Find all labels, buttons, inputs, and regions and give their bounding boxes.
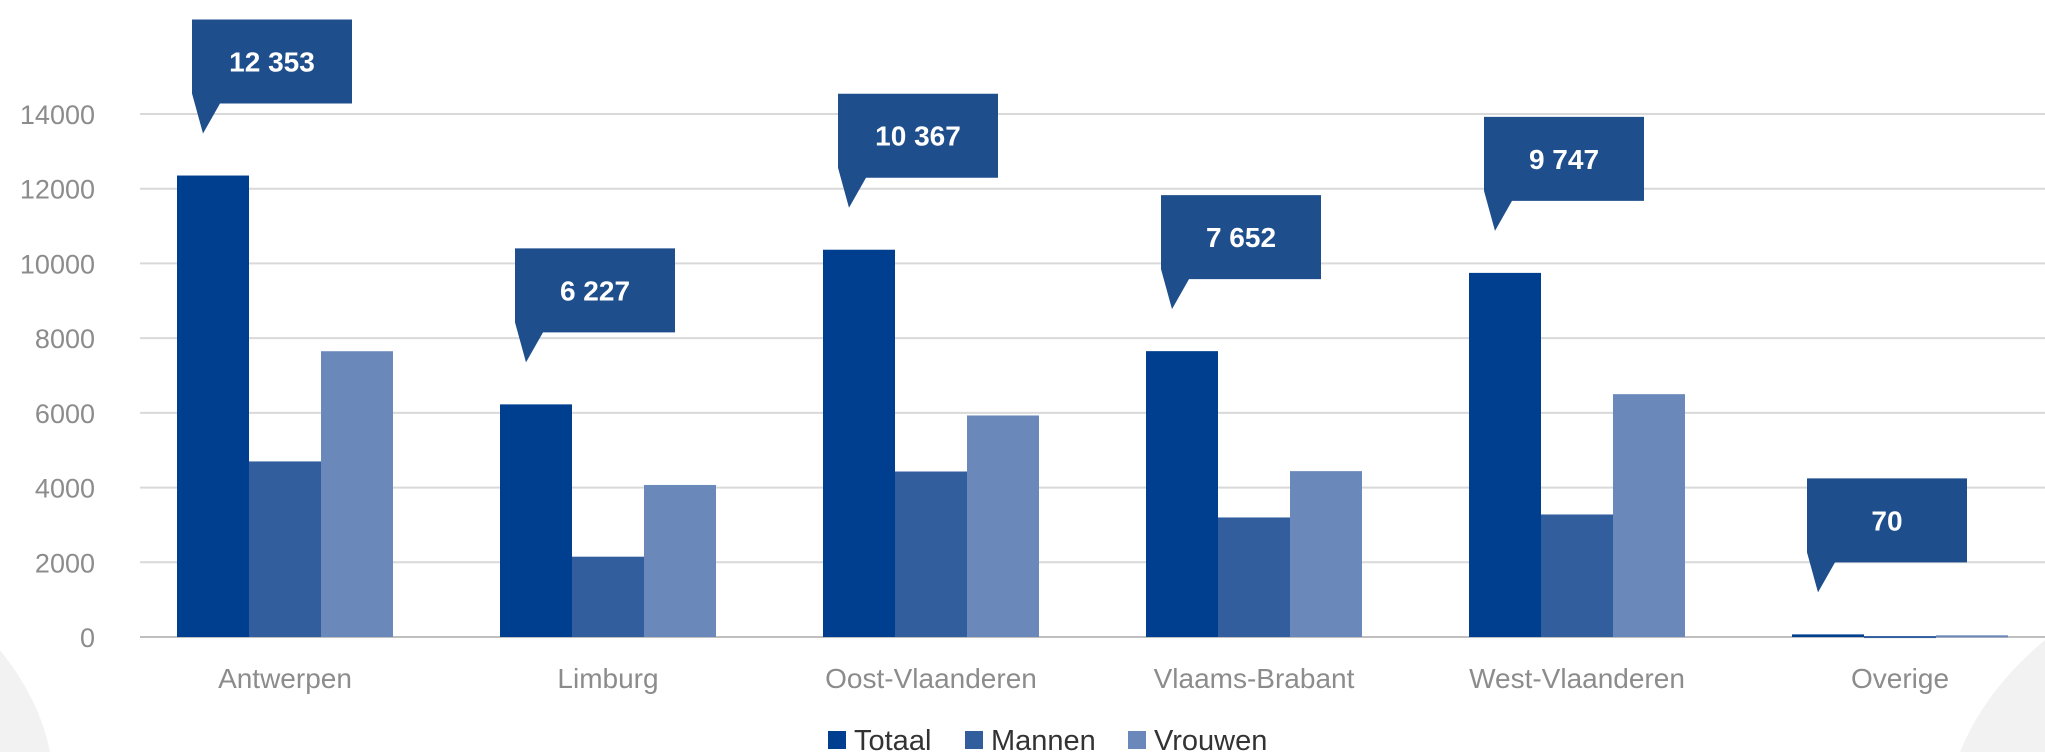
bar-mannen — [1541, 514, 1613, 637]
bar-mannen — [572, 556, 644, 637]
y-tick-label: 14000 — [20, 100, 95, 130]
x-axis-ticks: Antwerpen Limburg Oost-Vlaanderen Vlaams-Br… — [218, 663, 1949, 694]
bar-totaal — [1146, 351, 1218, 637]
x-tick-label: Vlaams-Brabant — [1154, 663, 1355, 694]
callout-label: 7 652 — [1206, 222, 1276, 253]
y-axis-ticks: 0 2000 4000 6000 8000 10000 12000 14000 — [20, 100, 95, 653]
gridlines — [140, 113, 2045, 638]
callout-box — [1161, 195, 1321, 310]
callout-label: 10 367 — [875, 121, 961, 152]
x-tick-label: Limburg — [557, 663, 658, 694]
callout-label: 70 — [1871, 505, 1902, 536]
legend-swatch-mannen — [965, 731, 983, 749]
bar-vrouwen — [644, 484, 716, 637]
bar-vrouwen — [1936, 635, 2008, 638]
bar-totaal — [823, 249, 895, 637]
legend-label-totaal: Totaal — [854, 725, 931, 752]
bar-totaal — [1469, 272, 1541, 637]
callout-box — [1807, 478, 1967, 593]
x-tick-label: Oost-Vlaanderen — [825, 663, 1037, 694]
callout-label: 9 747 — [1529, 144, 1599, 175]
legend-label-vrouwen: Vrouwen — [1154, 725, 1267, 752]
callout-label: 6 227 — [560, 275, 630, 306]
callout-label: 12 353 — [229, 47, 315, 78]
callout-box — [838, 93, 998, 208]
x-tick-label: Overige — [1851, 663, 1949, 694]
corner-decoration-right — [1960, 640, 2045, 752]
callout-box — [1484, 116, 1644, 231]
bar-vrouwen — [321, 351, 393, 637]
callout-box — [192, 19, 352, 134]
y-tick-label: 0 — [80, 623, 95, 653]
y-tick-label: 10000 — [20, 249, 95, 279]
legend-swatch-vrouwen — [1128, 731, 1146, 749]
y-tick-label: 4000 — [35, 474, 95, 504]
bar-mannen — [1218, 517, 1290, 637]
callout-box — [515, 248, 675, 363]
y-tick-label: 6000 — [35, 399, 95, 429]
legend-swatch-totaal — [828, 731, 846, 749]
bar-mannen — [1864, 636, 1936, 639]
bar-totaal — [500, 404, 572, 637]
legend-label-mannen: Mannen — [991, 725, 1096, 752]
bar-mannen — [895, 471, 967, 637]
bars — [177, 175, 2008, 639]
x-tick-label: Antwerpen — [218, 663, 352, 694]
y-tick-label: 8000 — [35, 324, 95, 354]
y-tick-label: 2000 — [35, 548, 95, 578]
corner-decoration-left — [0, 650, 50, 752]
bar-vrouwen — [1613, 394, 1685, 637]
y-tick-label: 12000 — [20, 175, 95, 205]
bar-vrouwen — [1290, 471, 1362, 637]
legend: Totaal Mannen Vrouwen — [828, 725, 1267, 752]
bar-mannen — [249, 461, 321, 637]
x-tick-label: West-Vlaanderen — [1469, 663, 1685, 694]
data-callouts: 12 353 6 227 10 367 7 652 9 747 70 — [192, 19, 1967, 593]
bar-totaal — [177, 175, 249, 637]
bar-vrouwen — [967, 415, 1039, 637]
bar-totaal — [1792, 634, 1864, 637]
